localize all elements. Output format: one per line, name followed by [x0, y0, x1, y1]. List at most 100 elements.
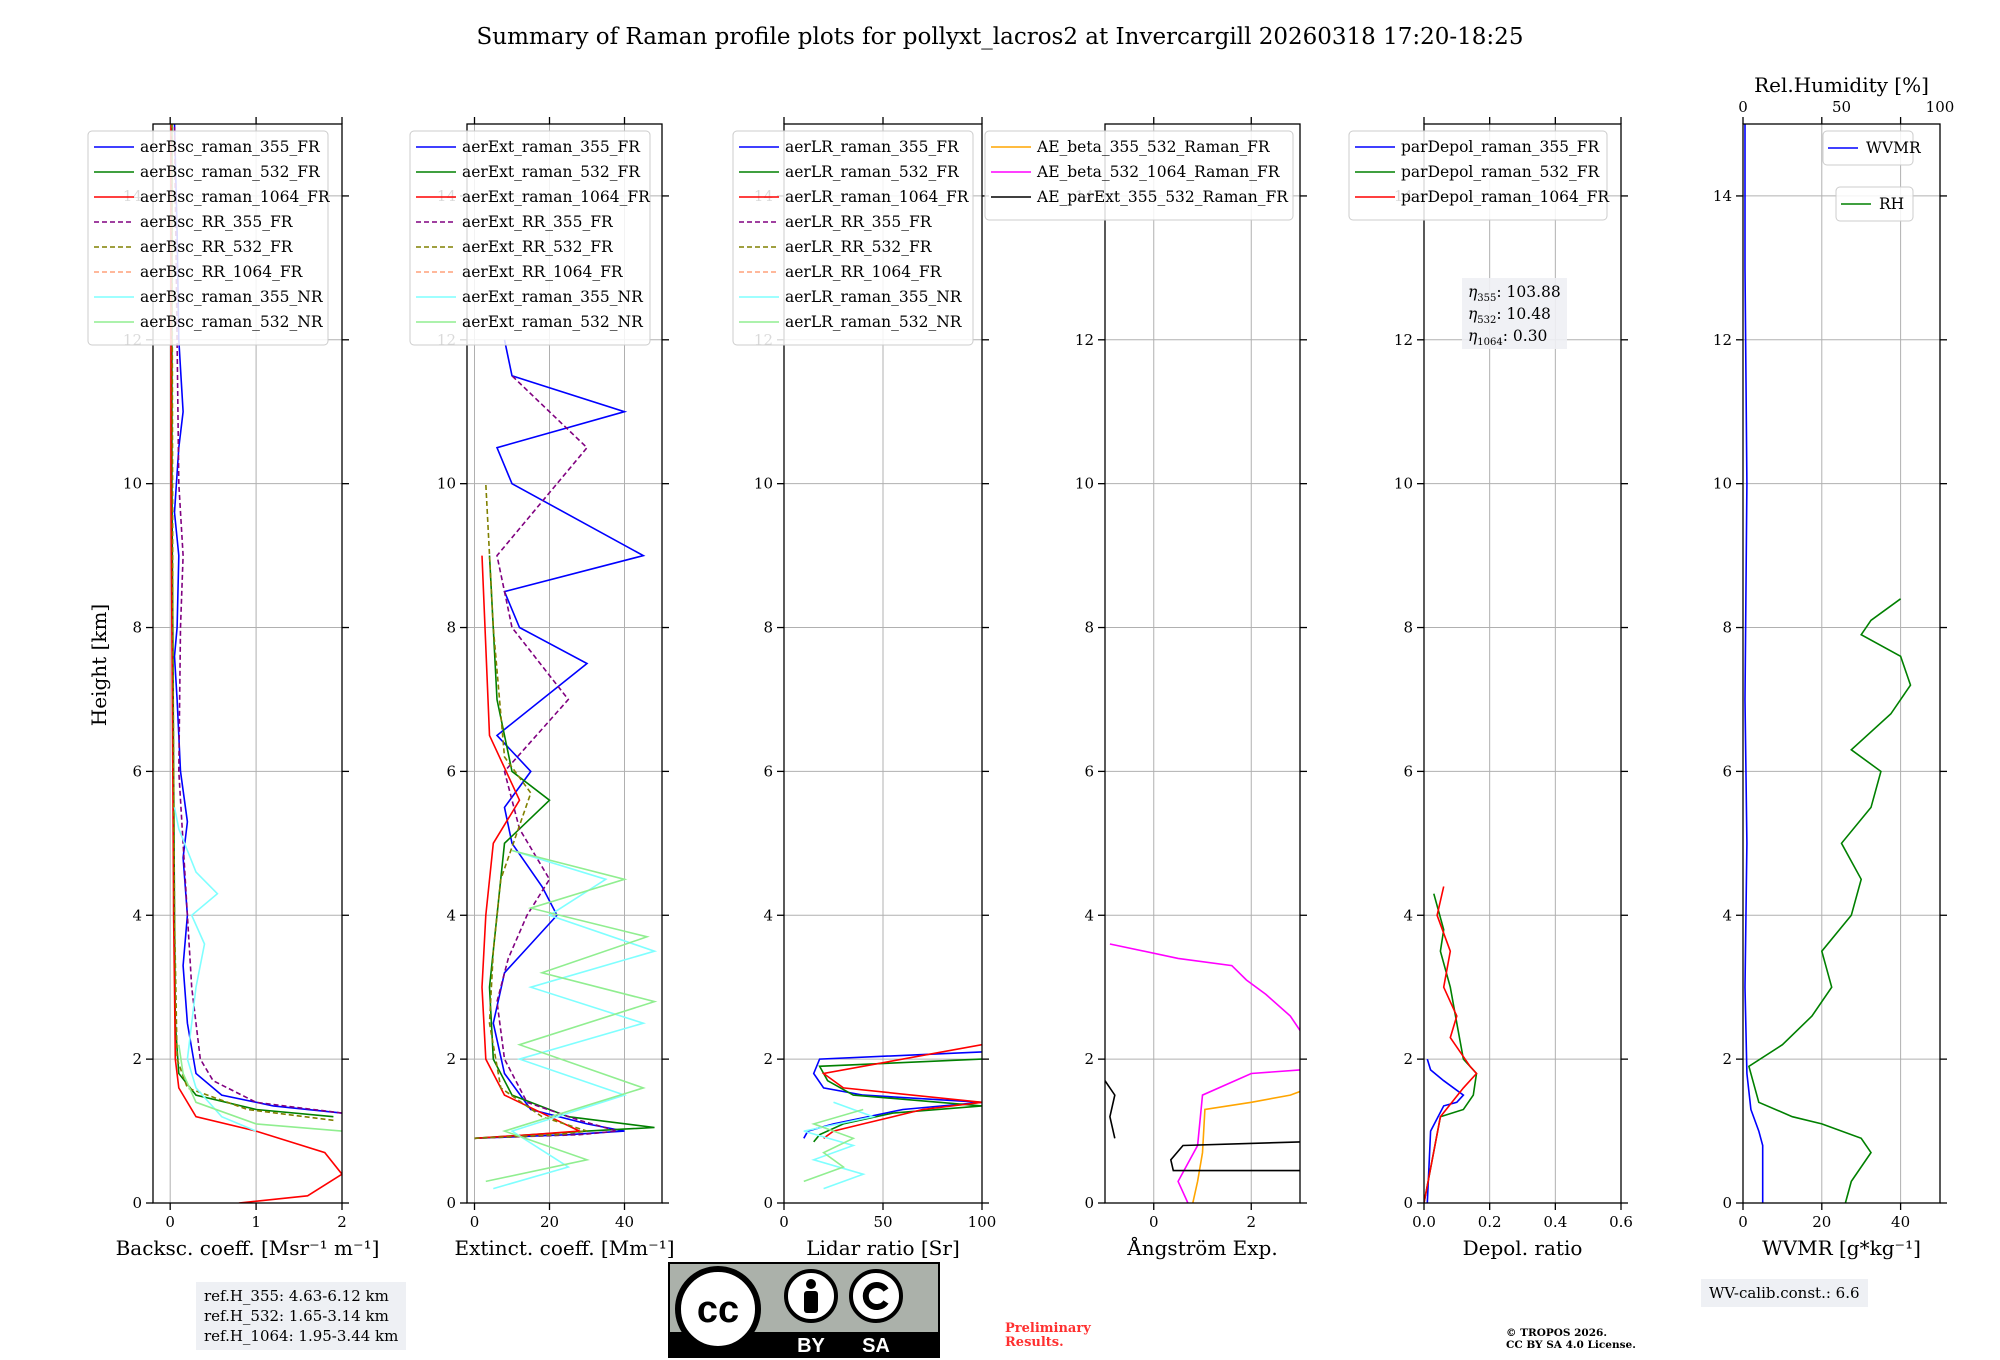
- y-tick-label: 12: [1713, 331, 1732, 349]
- legend-box: [984, 130, 1294, 221]
- y-tick-label: 0: [132, 1194, 142, 1212]
- legend-label: aerLR_raman_355_NR: [785, 288, 963, 306]
- legend-label: parDepol_raman_1064_FR: [1401, 188, 1610, 206]
- y-tick-label: 6: [446, 762, 456, 780]
- series-line-AE_beta_355_532_Raman_FR: [1192, 1090, 1300, 1203]
- legend-label: aerExt_raman_1064_FR: [462, 188, 651, 206]
- annotation-bg: [1462, 278, 1567, 349]
- sa-label: SA: [862, 1335, 890, 1357]
- top-x-tick-label: 50: [1832, 98, 1851, 116]
- series-line-aerBsc_raman_532_NR: [178, 1044, 342, 1132]
- preliminary-line-2: Results.: [1005, 1335, 1064, 1350]
- reference-heights-box: ref.H_355: 4.63-6.12 km ref.H_532: 1.65-…: [196, 1282, 407, 1350]
- x-tick-label: 0: [779, 1213, 789, 1231]
- x-tick-label: 0.4: [1543, 1213, 1567, 1231]
- legend-label: aerBsc_raman_1064_FR: [140, 188, 331, 206]
- legend-box: [1348, 130, 1608, 221]
- y-tick-label: 4: [1084, 906, 1094, 924]
- wv-calib-box: WV-calib.const.: 6.6: [1701, 1279, 1868, 1307]
- y-tick-label: 0: [446, 1194, 456, 1212]
- axes-frame: [1742, 123, 1941, 1204]
- series-line-aerLR_raman_1064_FR: [821, 1043, 982, 1139]
- x-axis-label: Lidar ratio [Sr]: [806, 1236, 960, 1260]
- x-tick-label: 0: [1738, 1213, 1748, 1231]
- y-tick-label: 14: [1713, 187, 1732, 205]
- series-line-parDepol_raman_355_FR: [1426, 1058, 1465, 1203]
- axes-frame: [1104, 123, 1301, 1204]
- x-tick-label: 0: [470, 1213, 480, 1231]
- legend: aerLR_raman_355_FR aerLR_raman_532_FR aerL…: [732, 130, 974, 346]
- legend-box: [409, 130, 651, 346]
- x-tick-label: 50: [873, 1213, 892, 1231]
- series-line-aerBsc_raman_355_NR: [173, 807, 257, 1132]
- y-tick-label: 12: [1394, 331, 1413, 349]
- x-axis-label: WVMR [g*kg⁻¹]: [1762, 1236, 1921, 1260]
- series-line-aerLR_raman_532_FR: [813, 1058, 982, 1143]
- legend: AE_beta_355_532_Raman_FR AE_beta_532_1064…: [984, 130, 1294, 221]
- y-tick-label: 6: [1403, 762, 1413, 780]
- legend-box: [1835, 186, 1914, 222]
- by-person-body: [804, 1291, 818, 1313]
- y-tick-label: 10: [123, 475, 142, 493]
- x-tick-label: 0: [1149, 1213, 1159, 1231]
- legend-label: parDepol_raman_355_FR: [1401, 138, 1601, 156]
- legend-entry-WVMR: WVMR: [1822, 130, 1922, 166]
- legend-label: aerBsc_raman_532_FR: [140, 163, 321, 181]
- legend-entry-RH: RH: [1835, 186, 1914, 222]
- axes-frame: [1423, 123, 1622, 1204]
- y-tick-label: 0: [1084, 1194, 1094, 1212]
- annotation-text: η1064: 0.30: [1468, 327, 1547, 348]
- series-line-aerLR_raman_532_NR: [803, 1108, 864, 1183]
- series-line-aerExt_raman_532_FR: [474, 555, 655, 1140]
- x-tick-label: 0: [165, 1213, 175, 1231]
- series-line-aerLR_raman_355_NR: [803, 1101, 877, 1190]
- copyright-line-1: © TROPOS 2026.: [1506, 1327, 1608, 1339]
- legend-label: aerLR_raman_532_FR: [785, 163, 960, 181]
- x-tick-label: 0.2: [1478, 1213, 1502, 1231]
- by-label: BY: [797, 1335, 825, 1357]
- y-tick-label: 4: [1403, 906, 1413, 924]
- legend-box: [732, 130, 974, 346]
- x-tick-label: 2: [337, 1213, 347, 1231]
- series-line-aerExt_RR_355_FR: [474, 375, 618, 1140]
- series-line-AE_beta_532_1064_Raman_FR: [1109, 943, 1300, 1031]
- annotation-text: η532: 10.48: [1468, 305, 1551, 326]
- y-tick-label: 6: [1722, 762, 1732, 780]
- legend-label: aerBsc_RR_1064_FR: [140, 263, 304, 281]
- legend-label: aerLR_RR_532_FR: [785, 238, 933, 256]
- cc-icon: [675, 1266, 761, 1352]
- series-line-parDepol_raman_1064_FR: [1424, 886, 1478, 1203]
- series-line-WVMR: [1744, 124, 1764, 1203]
- series-line-parDepol_raman_532_FR: [1424, 893, 1478, 1203]
- legend-label: AE_parExt_355_532_Raman_FR: [1036, 188, 1289, 206]
- legend-label: aerExt_raman_532_NR: [462, 313, 644, 331]
- y-tick-label: 2: [763, 1050, 773, 1068]
- series-line-RH: [1747, 598, 1912, 1203]
- copyright-line-2: CC BY SA 4.0 License.: [1506, 1339, 1636, 1351]
- x-axis-label: Depol. ratio: [1463, 1236, 1583, 1260]
- y-tick-label: 10: [1394, 475, 1413, 493]
- y-tick-label: 6: [132, 762, 142, 780]
- axes-frame: [152, 123, 343, 1204]
- top-x-tick-label: 0: [1738, 98, 1748, 116]
- y-tick-label: 2: [1084, 1050, 1094, 1068]
- legend-label: aerLR_RR_355_FR: [785, 213, 933, 231]
- series-group: [474, 339, 658, 1190]
- legend-label: aerBsc_raman_355_FR: [140, 138, 321, 156]
- y-tick-label: 0: [763, 1194, 773, 1212]
- panel-wvmr: 0 2 4 6 8 10 12 14 0 20 40 WVMR [g*kg⁻¹] 0 50 100Rel.H…: [1713, 73, 1954, 1260]
- x-tick-label: 0.6: [1609, 1213, 1633, 1231]
- sa-arrow: [862, 1282, 889, 1310]
- series-line-AE_parExt_355_532_Raman_FR: [1105, 1080, 1116, 1139]
- series-group: [803, 1043, 982, 1190]
- series-group: [1105, 943, 1300, 1203]
- y-tick-label: 4: [446, 906, 456, 924]
- y-tick-label: 8: [763, 619, 773, 637]
- cc-text: cc: [697, 1289, 739, 1331]
- series-line-aerBsc_RR_355_FR: [173, 124, 342, 1114]
- x-tick-label: 0.0: [1412, 1213, 1436, 1231]
- copyright-note: © TROPOS 2026. CC BY SA 4.0 License.: [1506, 1327, 1636, 1351]
- legend: parDepol_raman_355_FR parDepol_raman_532_…: [1348, 130, 1610, 221]
- series-line-aerBsc_RR_532_FR: [171, 124, 334, 1122]
- y-tick-label: 0: [1403, 1194, 1413, 1212]
